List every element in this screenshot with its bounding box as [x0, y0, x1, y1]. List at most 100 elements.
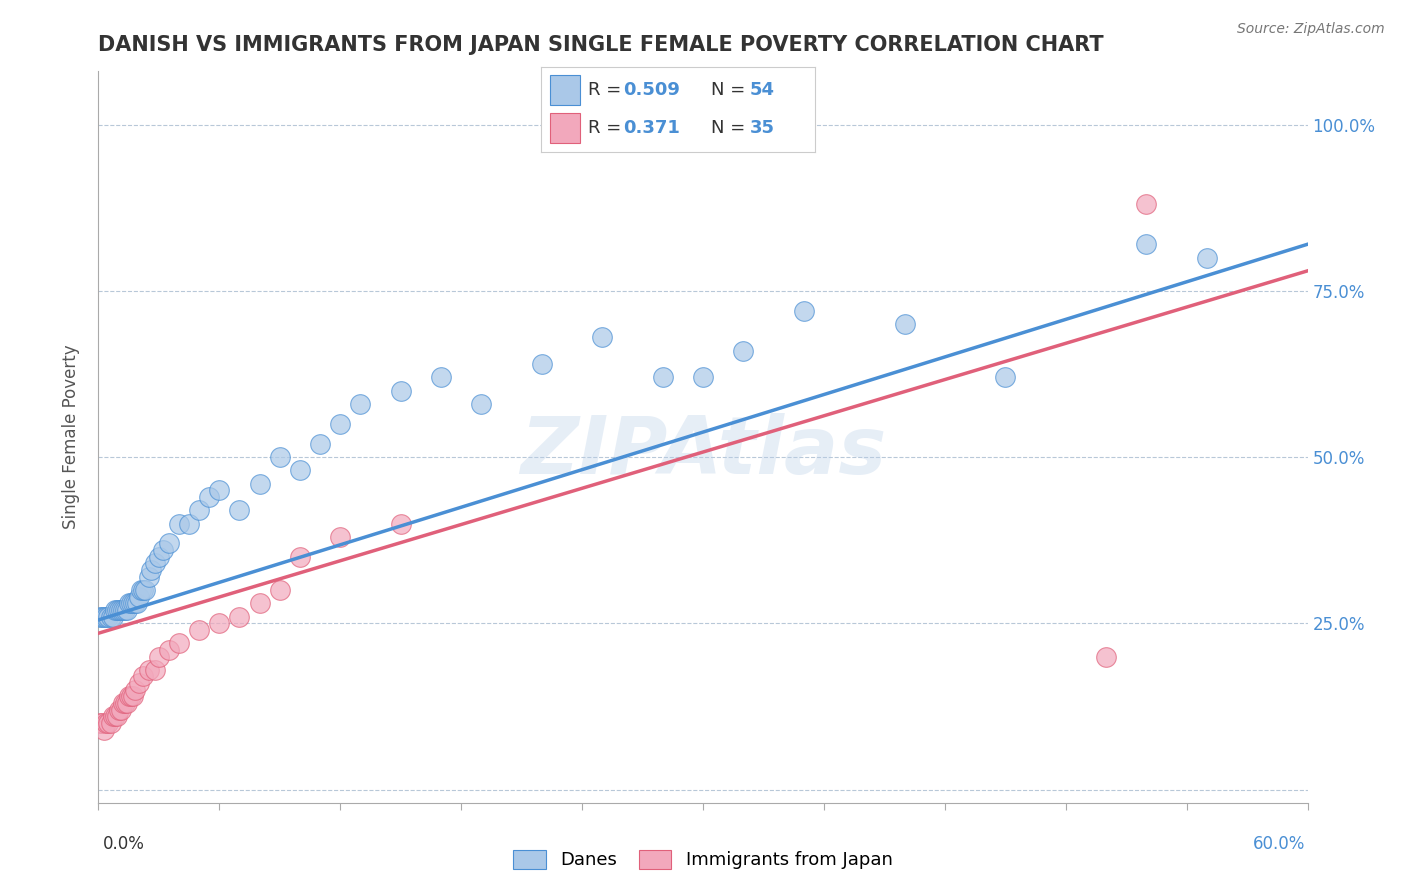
Point: [651, 370, 673, 384]
Point: [591, 330, 613, 344]
Point: [124, 682, 146, 697]
Point: [121, 690, 143, 704]
Point: [288, 549, 311, 564]
Bar: [550, 112, 579, 143]
Point: [125, 596, 148, 610]
Text: 60.0%: 60.0%: [1253, 835, 1305, 853]
Point: [138, 570, 160, 584]
Point: [152, 543, 174, 558]
Point: [91, 716, 114, 731]
Point: [470, 397, 492, 411]
Y-axis label: Single Female Poverty: Single Female Poverty: [62, 345, 80, 529]
Point: [96, 609, 118, 624]
Point: [1135, 237, 1157, 252]
Text: Source: ZipAtlas.com: Source: ZipAtlas.com: [1237, 22, 1385, 37]
Point: [132, 582, 155, 597]
Text: R =: R =: [588, 119, 633, 136]
Point: [157, 536, 180, 550]
Text: 0.0%: 0.0%: [103, 835, 145, 853]
Point: [329, 530, 352, 544]
Point: [101, 609, 124, 624]
Point: [100, 716, 122, 731]
Point: [143, 557, 166, 571]
Point: [118, 596, 141, 610]
Point: [124, 596, 146, 610]
Point: [110, 603, 132, 617]
Bar: [550, 75, 579, 105]
Point: [97, 609, 120, 624]
Point: [97, 716, 120, 731]
Point: [89, 716, 111, 731]
Point: [93, 723, 115, 737]
Point: [893, 317, 915, 331]
Point: [1095, 649, 1118, 664]
Text: ZIPAtlas: ZIPAtlas: [520, 413, 886, 491]
Point: [111, 603, 134, 617]
Point: [269, 582, 291, 597]
Point: [128, 590, 150, 604]
Point: [389, 384, 412, 398]
Point: [138, 663, 160, 677]
Point: [128, 676, 150, 690]
Point: [269, 450, 291, 464]
Point: [389, 516, 412, 531]
Text: 0.371: 0.371: [624, 119, 681, 136]
Point: [309, 436, 332, 450]
Point: [329, 417, 352, 431]
Point: [208, 616, 231, 631]
Point: [100, 609, 122, 624]
Point: [1135, 197, 1157, 211]
Point: [208, 483, 231, 498]
Point: [249, 476, 271, 491]
Point: [132, 669, 155, 683]
Point: [118, 690, 141, 704]
Point: [430, 370, 453, 384]
Point: [143, 663, 166, 677]
Point: [107, 603, 129, 617]
Point: [103, 709, 125, 723]
Point: [157, 643, 180, 657]
Point: [101, 709, 124, 723]
Point: [110, 703, 132, 717]
Point: [120, 690, 142, 704]
Point: [139, 563, 162, 577]
Point: [91, 609, 114, 624]
Point: [105, 603, 128, 617]
Text: 35: 35: [749, 119, 775, 136]
Point: [134, 582, 156, 597]
Text: N =: N =: [711, 119, 751, 136]
Point: [148, 549, 170, 564]
Text: 0.509: 0.509: [624, 81, 681, 99]
Point: [115, 603, 138, 617]
Point: [129, 582, 152, 597]
Point: [198, 490, 221, 504]
Point: [1195, 251, 1218, 265]
Point: [188, 623, 211, 637]
Point: [692, 370, 714, 384]
Point: [89, 609, 111, 624]
Text: N =: N =: [711, 81, 751, 99]
Point: [288, 463, 311, 477]
Point: [994, 370, 1017, 384]
Point: [167, 516, 190, 531]
Point: [111, 696, 134, 710]
Point: [96, 716, 118, 731]
Point: [179, 516, 201, 531]
Legend: Danes, Immigrants from Japan: Danes, Immigrants from Japan: [505, 841, 901, 879]
Point: [228, 609, 250, 624]
Point: [114, 696, 136, 710]
Point: [167, 636, 190, 650]
Point: [115, 696, 138, 710]
Text: 54: 54: [749, 81, 775, 99]
Point: [107, 703, 129, 717]
Point: [103, 603, 125, 617]
Point: [793, 303, 815, 318]
Point: [228, 503, 250, 517]
Point: [530, 357, 553, 371]
Point: [105, 709, 128, 723]
Point: [93, 609, 115, 624]
Point: [121, 596, 143, 610]
Point: [148, 649, 170, 664]
Point: [120, 596, 142, 610]
Point: [249, 596, 271, 610]
